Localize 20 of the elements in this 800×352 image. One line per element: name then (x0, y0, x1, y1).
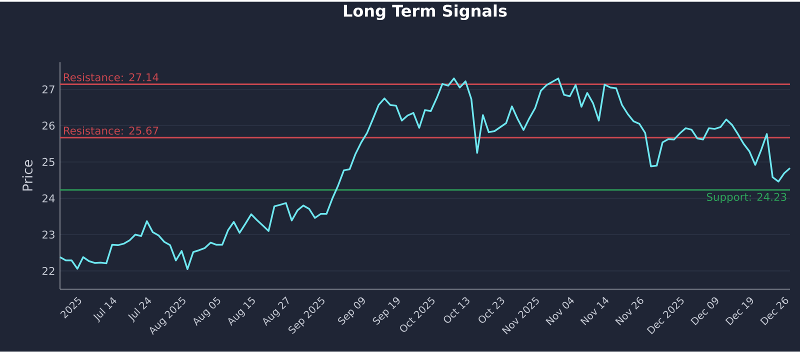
y-tick-label: 23 (42, 230, 54, 239)
x-tick-label: Oct 23 (478, 297, 504, 323)
y-tick-label: 27 (42, 85, 54, 94)
x-tick-label: Dec 26 (760, 296, 788, 326)
x-tick-label: Dec 19 (725, 297, 754, 326)
x-tick-label: Oct 13 (444, 297, 470, 323)
y-axis-title: Price (22, 160, 33, 191)
y-tick-label: 24 (42, 194, 55, 202)
ref-line-label: Resistance: 27.14 (64, 73, 158, 82)
x-tick-label: Jul 14 (93, 297, 116, 323)
ref-line-label: Resistance: 25.67 (64, 126, 158, 135)
x-tick-label: Sep 19 (372, 297, 400, 325)
ref-line-label: Support: 24.23 (706, 192, 786, 204)
y-tick-label: 26 (42, 122, 55, 130)
x-tick-label: Sep 09 (338, 297, 365, 325)
x-tick-label: Dec 09 (690, 297, 718, 326)
y-tick-label: 22 (42, 267, 54, 276)
chart-title: Long Term Signals (344, 4, 507, 20)
x-tick-label: Jul 24 (128, 297, 152, 323)
y-tick-label: 25 (42, 158, 54, 166)
